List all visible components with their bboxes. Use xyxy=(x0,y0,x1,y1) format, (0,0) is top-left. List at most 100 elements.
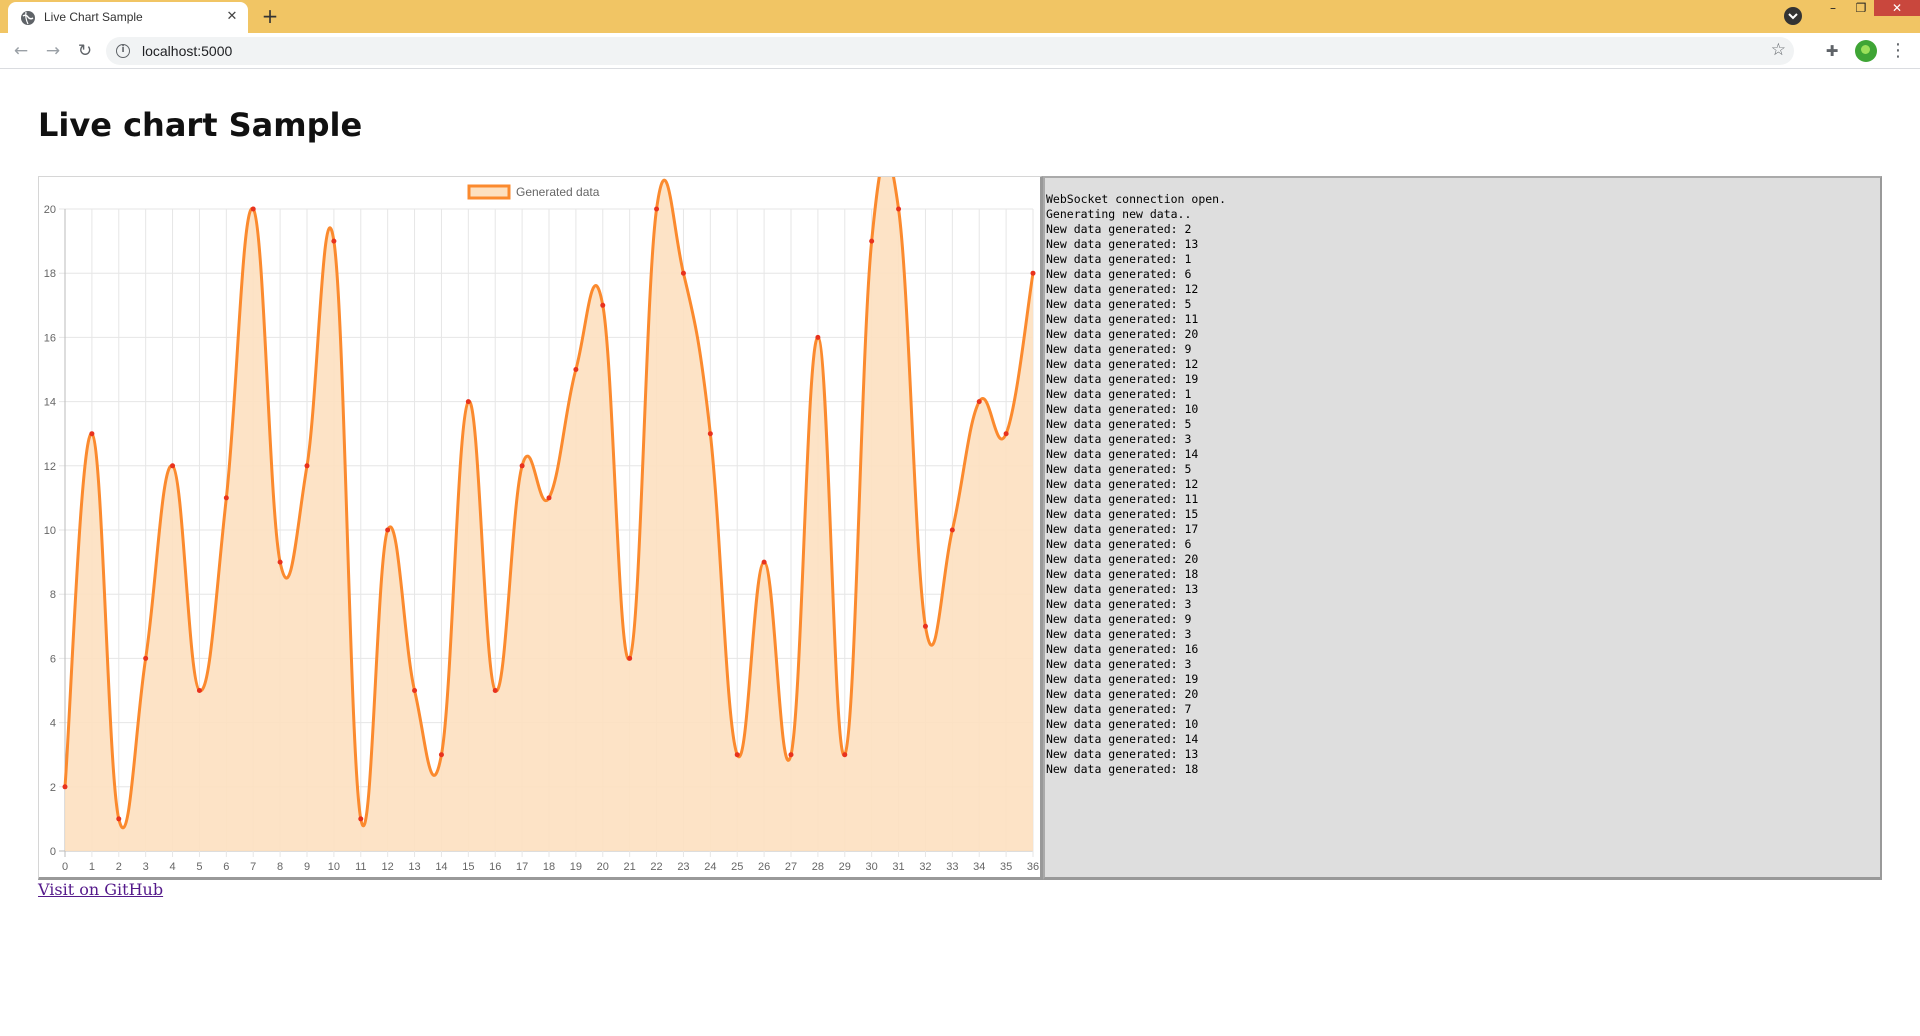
x-tick-label: 32 xyxy=(919,861,931,873)
data-point xyxy=(223,495,229,501)
tab-search-icon[interactable] xyxy=(1784,7,1802,25)
y-tick-label: 18 xyxy=(44,268,56,280)
browser-toolbar: ← → ↻ i localhost:5000 ☆ ✚ ⋮ xyxy=(0,33,1920,69)
x-tick-label: 33 xyxy=(946,861,958,873)
y-tick-label: 10 xyxy=(44,525,56,537)
github-link[interactable]: Visit on GitHub xyxy=(38,880,164,899)
data-point xyxy=(385,527,391,533)
x-tick-label: 31 xyxy=(892,861,904,873)
url-text[interactable]: localhost:5000 xyxy=(142,43,233,59)
log-line: Generating new data.. xyxy=(1046,207,1192,221)
data-point xyxy=(896,206,902,212)
more-menu-icon[interactable]: ⋮ xyxy=(1889,40,1907,61)
log-line: New data generated: 5 xyxy=(1046,297,1192,311)
y-tick-label: 6 xyxy=(50,653,56,665)
data-point xyxy=(196,688,202,693)
plus-icon[interactable]: + xyxy=(261,4,279,28)
y-tick-label: 12 xyxy=(44,461,56,473)
profile-avatar[interactable] xyxy=(1855,40,1877,62)
log-line: New data generated: 1 xyxy=(1046,252,1192,266)
x-tick-label: 12 xyxy=(382,861,394,873)
x-tick-label: 0 xyxy=(62,861,68,873)
log-line: New data generated: 3 xyxy=(1046,657,1192,671)
x-tick-label: 10 xyxy=(328,861,340,873)
bookmark-star-icon[interactable]: ☆ xyxy=(1770,40,1786,60)
data-point xyxy=(600,302,606,308)
y-tick-label: 20 xyxy=(44,204,56,216)
data-point xyxy=(465,399,471,405)
y-tick-label: 2 xyxy=(50,782,56,794)
data-point xyxy=(143,655,149,661)
page-content: Live chart Sample 0 2 4 6 8 10 12 14 16 18 20 0 1 2 3 4… xyxy=(0,70,1920,1036)
info-icon[interactable]: i xyxy=(116,44,130,58)
data-point xyxy=(761,559,767,565)
data-point xyxy=(170,463,176,469)
data-point xyxy=(627,655,633,661)
data-point xyxy=(519,463,525,469)
data-point xyxy=(842,752,848,758)
x-tick-label: 25 xyxy=(731,861,743,873)
data-point xyxy=(412,688,418,693)
log-line: New data generated: 14 xyxy=(1046,732,1199,746)
log-line: New data generated: 9 xyxy=(1046,612,1192,626)
log-line: New data generated: 11 xyxy=(1046,312,1199,326)
legend-label: Generated data xyxy=(516,185,600,199)
extensions-puzzle-icon[interactable]: ✚ xyxy=(1825,42,1839,60)
data-point xyxy=(573,367,579,372)
globe-icon xyxy=(20,10,36,26)
data-point xyxy=(707,431,713,437)
reload-icon[interactable]: ↻ xyxy=(77,41,93,61)
log-line: New data generated: 13 xyxy=(1046,237,1199,251)
log-line: New data generated: 18 xyxy=(1046,762,1199,776)
back-arrow-icon[interactable]: ← xyxy=(13,41,29,61)
data-point xyxy=(976,399,982,405)
x-tick-label: 23 xyxy=(677,861,689,873)
x-tick-label: 16 xyxy=(489,861,501,873)
log-line: New data generated: 14 xyxy=(1046,447,1199,461)
data-point xyxy=(492,688,498,693)
x-tick-label: 27 xyxy=(785,861,797,873)
series-area xyxy=(65,177,1033,851)
x-tick-label: 28 xyxy=(812,861,824,873)
log-line: New data generated: 17 xyxy=(1046,522,1199,536)
address-bar[interactable]: i localhost:5000 ☆ xyxy=(106,37,1794,65)
log-line: WebSocket connection open. xyxy=(1046,192,1227,206)
log-line: New data generated: 16 xyxy=(1046,642,1199,656)
data-point xyxy=(734,752,740,758)
log-line: New data generated: 15 xyxy=(1046,507,1199,521)
x-tick-label: 22 xyxy=(650,861,662,873)
log-line: New data generated: 12 xyxy=(1046,357,1199,371)
log-line: New data generated: 12 xyxy=(1046,477,1199,491)
forward-arrow-icon[interactable]: → xyxy=(45,41,61,61)
close-icon[interactable]: ✕ xyxy=(226,9,238,24)
y-tick-label: 14 xyxy=(44,397,56,409)
x-tick-label: 17 xyxy=(516,861,528,873)
log-line: New data generated: 3 xyxy=(1046,432,1192,446)
y-tick-label: 0 xyxy=(50,846,56,858)
data-point xyxy=(277,559,283,565)
data-point xyxy=(869,238,875,244)
log-line: New data generated: 19 xyxy=(1046,372,1199,386)
log-line: New data generated: 10 xyxy=(1046,717,1199,731)
x-tick-label: 35 xyxy=(1000,861,1012,873)
log-line: New data generated: 20 xyxy=(1046,327,1199,341)
data-point xyxy=(250,206,256,212)
browser-tab[interactable]: Live Chart Sample ✕ xyxy=(8,2,248,33)
window-close-icon[interactable]: ✕ xyxy=(1874,0,1920,16)
log-line: New data generated: 12 xyxy=(1046,282,1199,296)
x-tick-label: 30 xyxy=(866,861,878,873)
x-tick-label: 6 xyxy=(223,861,229,873)
x-tick-label: 19 xyxy=(570,861,582,873)
x-tick-label: 24 xyxy=(704,861,716,873)
data-point xyxy=(358,816,364,822)
restore-icon[interactable]: ❐ xyxy=(1855,1,1867,15)
data-point xyxy=(680,270,686,276)
minimize-icon[interactable]: – xyxy=(1830,1,1836,15)
y-tick-label: 4 xyxy=(50,718,56,730)
data-point xyxy=(546,495,552,501)
x-tick-label: 15 xyxy=(462,861,474,873)
log-line: New data generated: 6 xyxy=(1046,537,1192,551)
log-line: New data generated: 5 xyxy=(1046,462,1192,476)
log-line: New data generated: 18 xyxy=(1046,567,1199,581)
log-line: New data generated: 5 xyxy=(1046,417,1192,431)
